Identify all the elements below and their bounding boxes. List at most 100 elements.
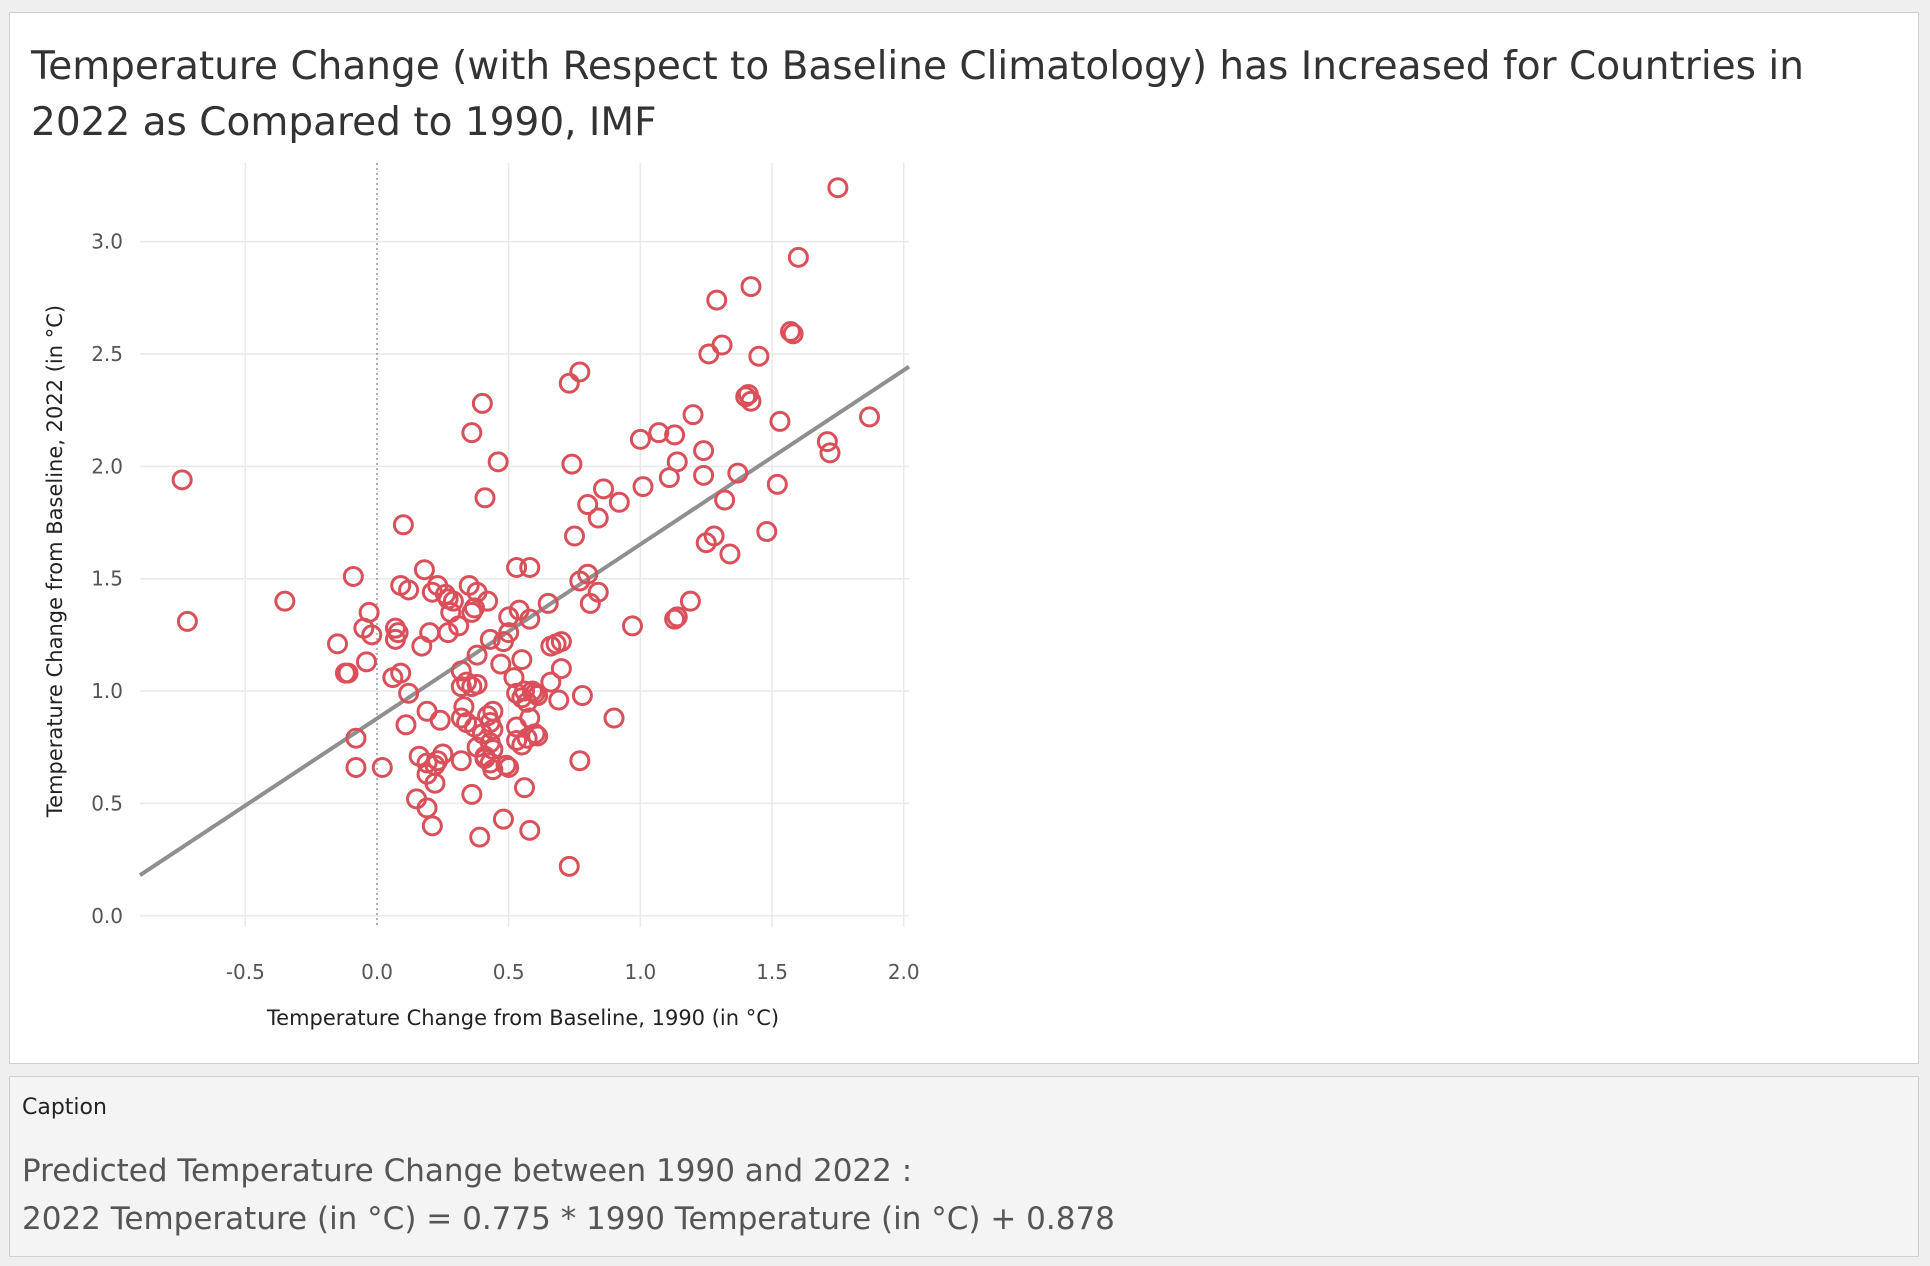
data-point[interactable] <box>419 622 441 644</box>
data-point[interactable] <box>469 826 491 848</box>
data-point[interactable] <box>474 487 496 509</box>
data-point[interactable] <box>392 514 414 536</box>
data-point[interactable] <box>593 478 615 500</box>
data-point[interactable] <box>448 615 470 637</box>
data-point[interactable] <box>482 718 504 740</box>
data-point[interactable] <box>398 579 420 601</box>
data-point[interactable] <box>564 525 586 547</box>
data-point[interactable] <box>490 653 512 675</box>
data-point[interactable] <box>461 601 483 623</box>
data-point[interactable] <box>558 372 580 394</box>
data-point[interactable] <box>503 667 525 689</box>
data-point[interactable] <box>424 772 446 794</box>
data-point[interactable] <box>506 729 528 751</box>
data-point[interactable] <box>740 390 762 412</box>
data-point[interactable] <box>461 422 483 444</box>
data-point[interactable] <box>416 700 438 722</box>
data-point[interactable] <box>429 709 451 731</box>
data-point[interactable] <box>787 246 809 268</box>
data-point[interactable] <box>521 680 543 702</box>
data-point[interactable] <box>658 467 680 489</box>
data-point[interactable] <box>819 442 841 464</box>
data-point[interactable] <box>711 334 733 356</box>
data-point[interactable] <box>527 725 549 747</box>
data-point[interactable] <box>695 532 717 554</box>
data-point[interactable] <box>466 644 488 666</box>
data-point[interactable] <box>274 590 296 612</box>
data-point[interactable] <box>648 422 670 444</box>
data-point[interactable] <box>608 491 630 513</box>
data-point[interactable] <box>482 759 504 781</box>
data-point[interactable] <box>334 662 356 684</box>
data-point[interactable] <box>621 615 643 637</box>
data-point[interactable] <box>748 345 770 367</box>
data-point[interactable] <box>492 808 514 830</box>
data-point[interactable] <box>361 624 383 646</box>
data-point[interactable] <box>561 453 583 475</box>
data-point[interactable] <box>735 386 757 408</box>
data-point[interactable] <box>664 608 686 630</box>
data-point[interactable] <box>727 462 749 484</box>
data-point[interactable] <box>498 606 520 628</box>
data-point[interactable] <box>514 777 535 799</box>
data-point[interactable] <box>506 556 528 578</box>
data-point[interactable] <box>782 323 804 345</box>
data-point[interactable] <box>816 431 838 453</box>
data-point[interactable] <box>714 489 736 511</box>
data-point[interactable] <box>384 628 406 650</box>
data-point[interactable] <box>858 406 880 428</box>
data-point[interactable] <box>579 592 601 614</box>
data-point[interactable] <box>456 671 478 693</box>
data-point[interactable] <box>569 570 591 592</box>
data-point[interactable] <box>519 608 541 630</box>
data-point[interactable] <box>698 343 720 365</box>
data-point[interactable] <box>450 660 472 682</box>
data-point[interactable] <box>471 392 493 414</box>
data-point[interactable] <box>558 855 580 877</box>
data-point[interactable] <box>569 750 591 772</box>
data-point[interactable] <box>450 676 472 698</box>
data-point[interactable] <box>550 658 572 680</box>
data-point[interactable] <box>461 676 483 698</box>
data-point[interactable] <box>413 559 435 581</box>
data-point[interactable] <box>664 424 686 446</box>
data-point[interactable] <box>487 451 509 473</box>
data-point[interactable] <box>569 361 591 383</box>
data-point[interactable] <box>176 610 198 632</box>
data-point[interactable] <box>540 671 562 693</box>
data-point[interactable] <box>693 464 715 486</box>
data-point[interactable] <box>498 756 520 778</box>
data-point[interactable] <box>666 606 688 628</box>
data-point[interactable] <box>779 321 801 343</box>
data-point[interactable] <box>450 750 472 772</box>
data-point[interactable] <box>719 543 741 565</box>
data-point[interactable] <box>693 440 715 462</box>
data-point[interactable] <box>382 667 404 689</box>
data-point[interactable] <box>442 590 464 612</box>
data-point[interactable] <box>355 651 377 673</box>
data-point[interactable] <box>516 691 538 713</box>
data-point[interactable] <box>342 565 364 587</box>
data-point[interactable] <box>548 689 570 711</box>
data-point[interactable] <box>769 410 791 432</box>
data-point[interactable] <box>587 507 609 529</box>
data-point[interactable] <box>327 633 349 655</box>
data-point[interactable] <box>519 556 541 578</box>
data-point[interactable] <box>461 783 483 805</box>
data-point[interactable] <box>398 682 420 704</box>
data-point[interactable] <box>479 628 501 650</box>
data-point[interactable] <box>450 707 472 729</box>
data-point[interactable] <box>453 696 475 718</box>
data-point[interactable] <box>527 685 549 707</box>
data-point[interactable] <box>511 649 533 671</box>
data-point[interactable] <box>756 521 778 543</box>
data-point[interactable] <box>740 276 762 298</box>
data-point[interactable] <box>706 289 728 311</box>
data-point[interactable] <box>571 685 593 707</box>
data-point[interactable] <box>495 754 517 776</box>
data-point[interactable] <box>345 727 367 749</box>
data-point[interactable] <box>395 714 417 736</box>
data-point[interactable] <box>519 819 541 841</box>
data-point[interactable] <box>766 473 788 495</box>
data-point[interactable] <box>629 428 651 450</box>
